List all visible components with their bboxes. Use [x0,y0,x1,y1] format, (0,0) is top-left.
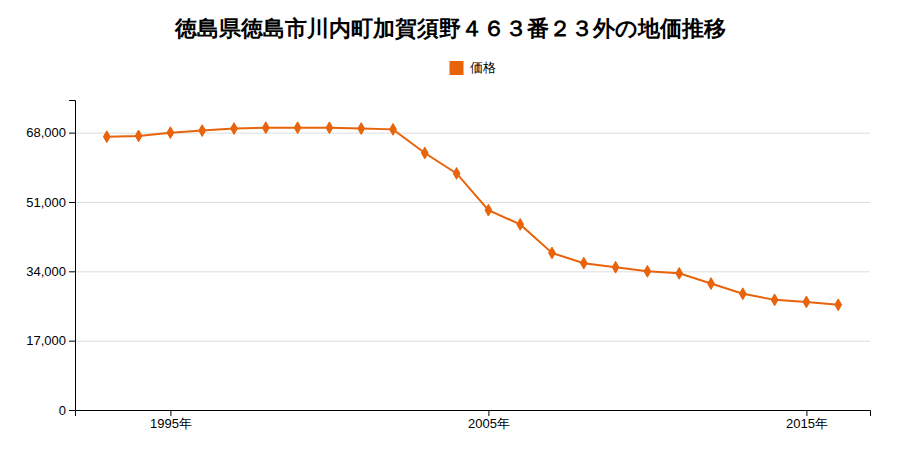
x-tick-mark [170,410,171,416]
marker [644,265,651,277]
marker [103,131,110,143]
x-tick: 2015年 [786,410,828,431]
marker [294,122,301,134]
x-tick: 1995年 [150,410,192,431]
grid-line [75,341,870,342]
marker [485,204,492,216]
y-tick: 68,000 [26,125,75,140]
x-axis: 1995年 2005年 2015年 [76,410,871,431]
y-tick: 0 [59,403,75,418]
x-tick-mark [488,410,489,416]
y-tick-label: 68,000 [26,125,66,140]
marks [103,122,841,311]
x-tick-mark [806,410,807,416]
y-tick: 34,000 [26,264,75,279]
marker [262,122,269,134]
marker [517,219,524,231]
title: 徳島県徳島市川内町加賀須野４６３番２３外の地価推移 [174,16,726,41]
y-tick-label: 0 [59,403,66,418]
x-tick-label: 2015年 [786,416,828,431]
marker [835,299,842,311]
chart: 徳島県徳島市川内町加賀須野４６３番２３外の地価推移 0 17,000 34,000 51… [0,0,900,450]
marker [199,125,206,137]
y-tick-label: 51,000 [26,195,66,210]
x-tick-label: 2005年 [468,416,510,431]
grid-tick [75,341,870,342]
legend: 価格 [450,60,496,75]
x-axis-line [76,411,871,417]
marker [549,247,556,259]
y-tick-label: 34,000 [26,264,66,279]
x-tick-label: 1995年 [150,416,192,431]
plot-area: 0 17,000 34,000 51,000 68,000 1995年 2005年 2015年 [26,101,870,432]
marker [739,288,746,300]
y-axis: 0 17,000 34,000 51,000 68,000 [26,101,75,418]
marker [167,127,174,139]
marker [803,296,810,308]
y-tick: 17,000 [26,333,75,348]
marker [580,257,587,269]
grid-tick [75,133,870,134]
x-tick: 2005年 [468,410,510,431]
y-tick-label: 17,000 [26,333,66,348]
y-tick-mark [69,341,75,342]
y-tick-mark [69,202,75,203]
marker [771,294,778,306]
marker [390,123,397,135]
y-tick-mark [69,271,75,272]
marker [358,123,365,135]
legend-item: 価格 [450,60,496,75]
marker [676,267,683,279]
grid-line [75,271,870,272]
legend-label: 価格 [470,60,496,75]
grid [75,133,870,410]
marker [135,130,142,142]
grid-tick [75,271,870,272]
y-tick: 51,000 [26,195,75,210]
legend-swatch [450,61,464,75]
marker [421,147,428,159]
grid-tick [75,202,870,203]
line [107,128,838,305]
marker [612,261,619,273]
y-tick-mark [69,410,75,411]
grid-line [75,133,870,134]
marker [453,168,460,180]
marker [708,278,715,290]
grid-line [75,202,870,203]
marker [326,122,333,134]
marker [231,123,238,135]
y-tick-mark [69,133,75,134]
y-axis-line [69,101,76,411]
